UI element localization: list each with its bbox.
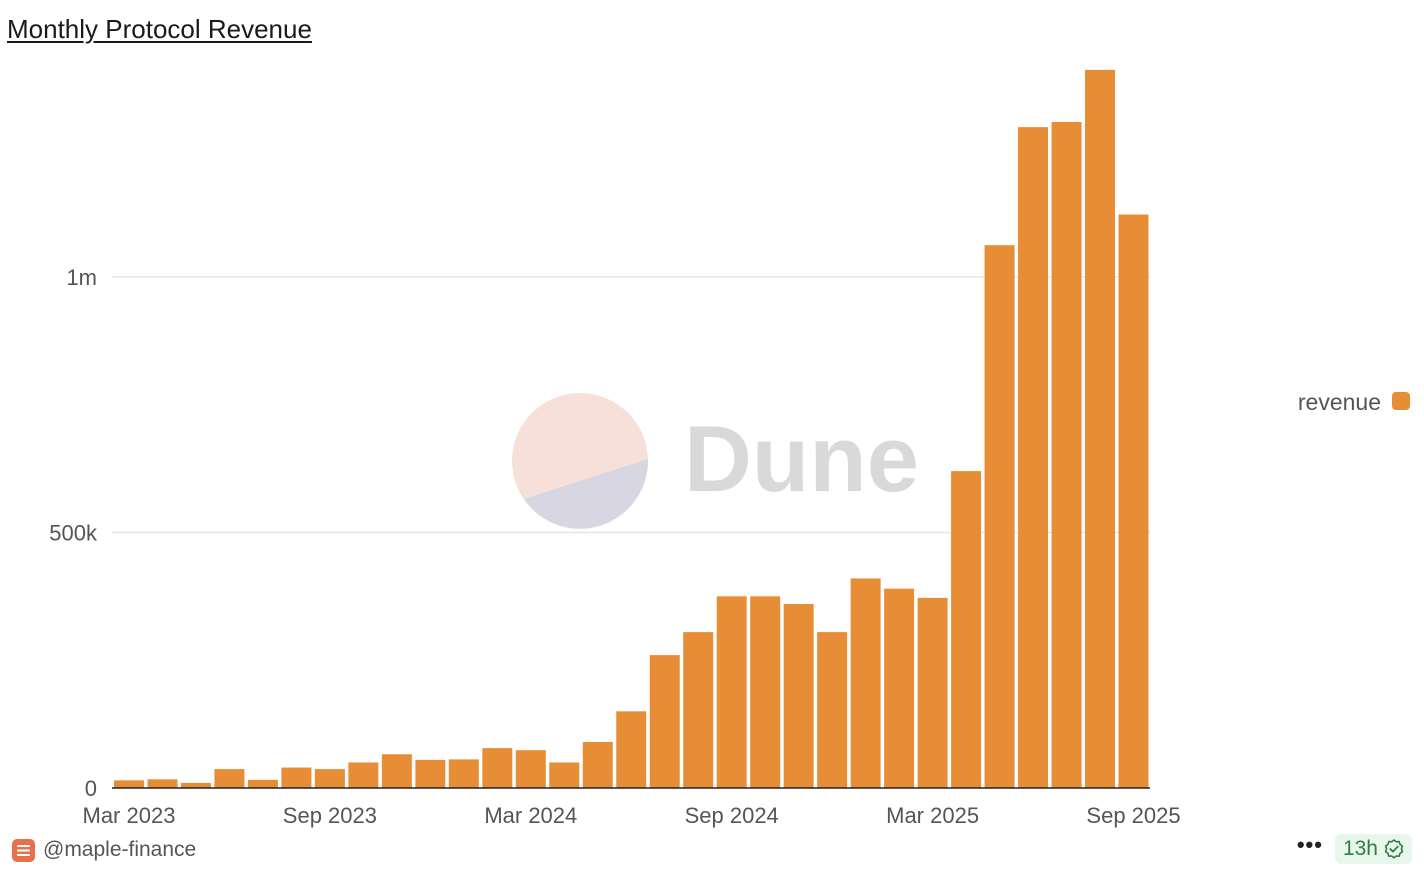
bar-2023-03[interactable] [114,780,144,788]
y-tick-label: 500k [49,520,98,545]
bars [114,69,1149,789]
bar-2023-07[interactable] [247,779,278,788]
bar-2024-03[interactable] [515,750,546,788]
author-name: @maple-finance [43,838,197,861]
bar-2025-02[interactable] [884,588,915,788]
bar-2025-05[interactable] [984,245,1015,788]
bar-2025-04[interactable] [951,471,982,788]
x-tick-label: Mar 2025 [886,803,979,828]
author-link[interactable]: @maple-finance [12,838,196,862]
legend-label-revenue: revenue [1298,389,1381,415]
bar-2025-09[interactable] [1118,214,1149,789]
bar-2023-10[interactable] [348,762,379,788]
bar-2025-08[interactable] [1085,69,1116,788]
watermark-text: Dune [684,406,919,511]
bar-2025-01[interactable] [850,578,881,788]
bar-2024-04[interactable] [549,762,580,788]
bar-2024-09[interactable] [716,596,747,788]
bar-2025-07[interactable] [1051,122,1082,789]
legend-swatch-revenue [1392,392,1410,410]
y-tick-label: 0 [85,776,97,801]
y-axis-ticks: 0 500k 1m [49,265,98,801]
check-badge-icon [1384,839,1404,859]
bar-2023-04[interactable] [147,779,178,788]
x-tick-label: Sep 2025 [1086,803,1180,828]
bar-2024-10[interactable] [750,596,781,788]
x-tick-label: Mar 2024 [484,803,577,828]
x-tick-label: Sep 2024 [685,803,779,828]
bar-2024-11[interactable] [783,604,814,788]
bar-2025-06[interactable] [1018,127,1049,789]
x-tick-label: Mar 2023 [83,803,176,828]
watermark-logo-bottom [524,459,649,529]
legend[interactable]: revenue [1298,389,1410,415]
dune-watermark: Dune [512,393,919,529]
bar-2024-06[interactable] [616,711,647,788]
bar-2024-08[interactable] [683,632,714,788]
bar-2025-03[interactable] [917,597,948,788]
bar-2023-11[interactable] [381,754,412,788]
chart-title[interactable]: Monthly Protocol Revenue [7,14,312,44]
more-dots-icon[interactable]: ••• [1296,832,1323,857]
bar-2024-05[interactable] [582,742,613,788]
footer-actions: ••• 13h [1297,834,1412,864]
x-axis-ticks: Mar 2023 Sep 2023 Mar 2024 Sep 2024 Mar 2025… [83,803,1181,828]
bar-2024-12[interactable] [817,632,848,788]
bar-2023-12[interactable] [415,759,446,788]
bar-2023-06[interactable] [214,769,245,788]
x-tick-label: Sep 2023 [283,803,377,828]
y-tick-label: 1m [66,265,97,290]
freshness-badge[interactable]: 13h [1334,834,1412,864]
bar-2023-05[interactable] [180,782,211,788]
bar-2024-07[interactable] [649,655,680,788]
bar-2024-02[interactable] [482,748,513,788]
bar-2023-08[interactable] [281,767,312,788]
freshness-label: 13h [1342,837,1378,860]
bar-2024-01[interactable] [448,759,479,788]
dune-stack-icon [12,838,35,862]
bar-2023-09[interactable] [314,769,345,788]
